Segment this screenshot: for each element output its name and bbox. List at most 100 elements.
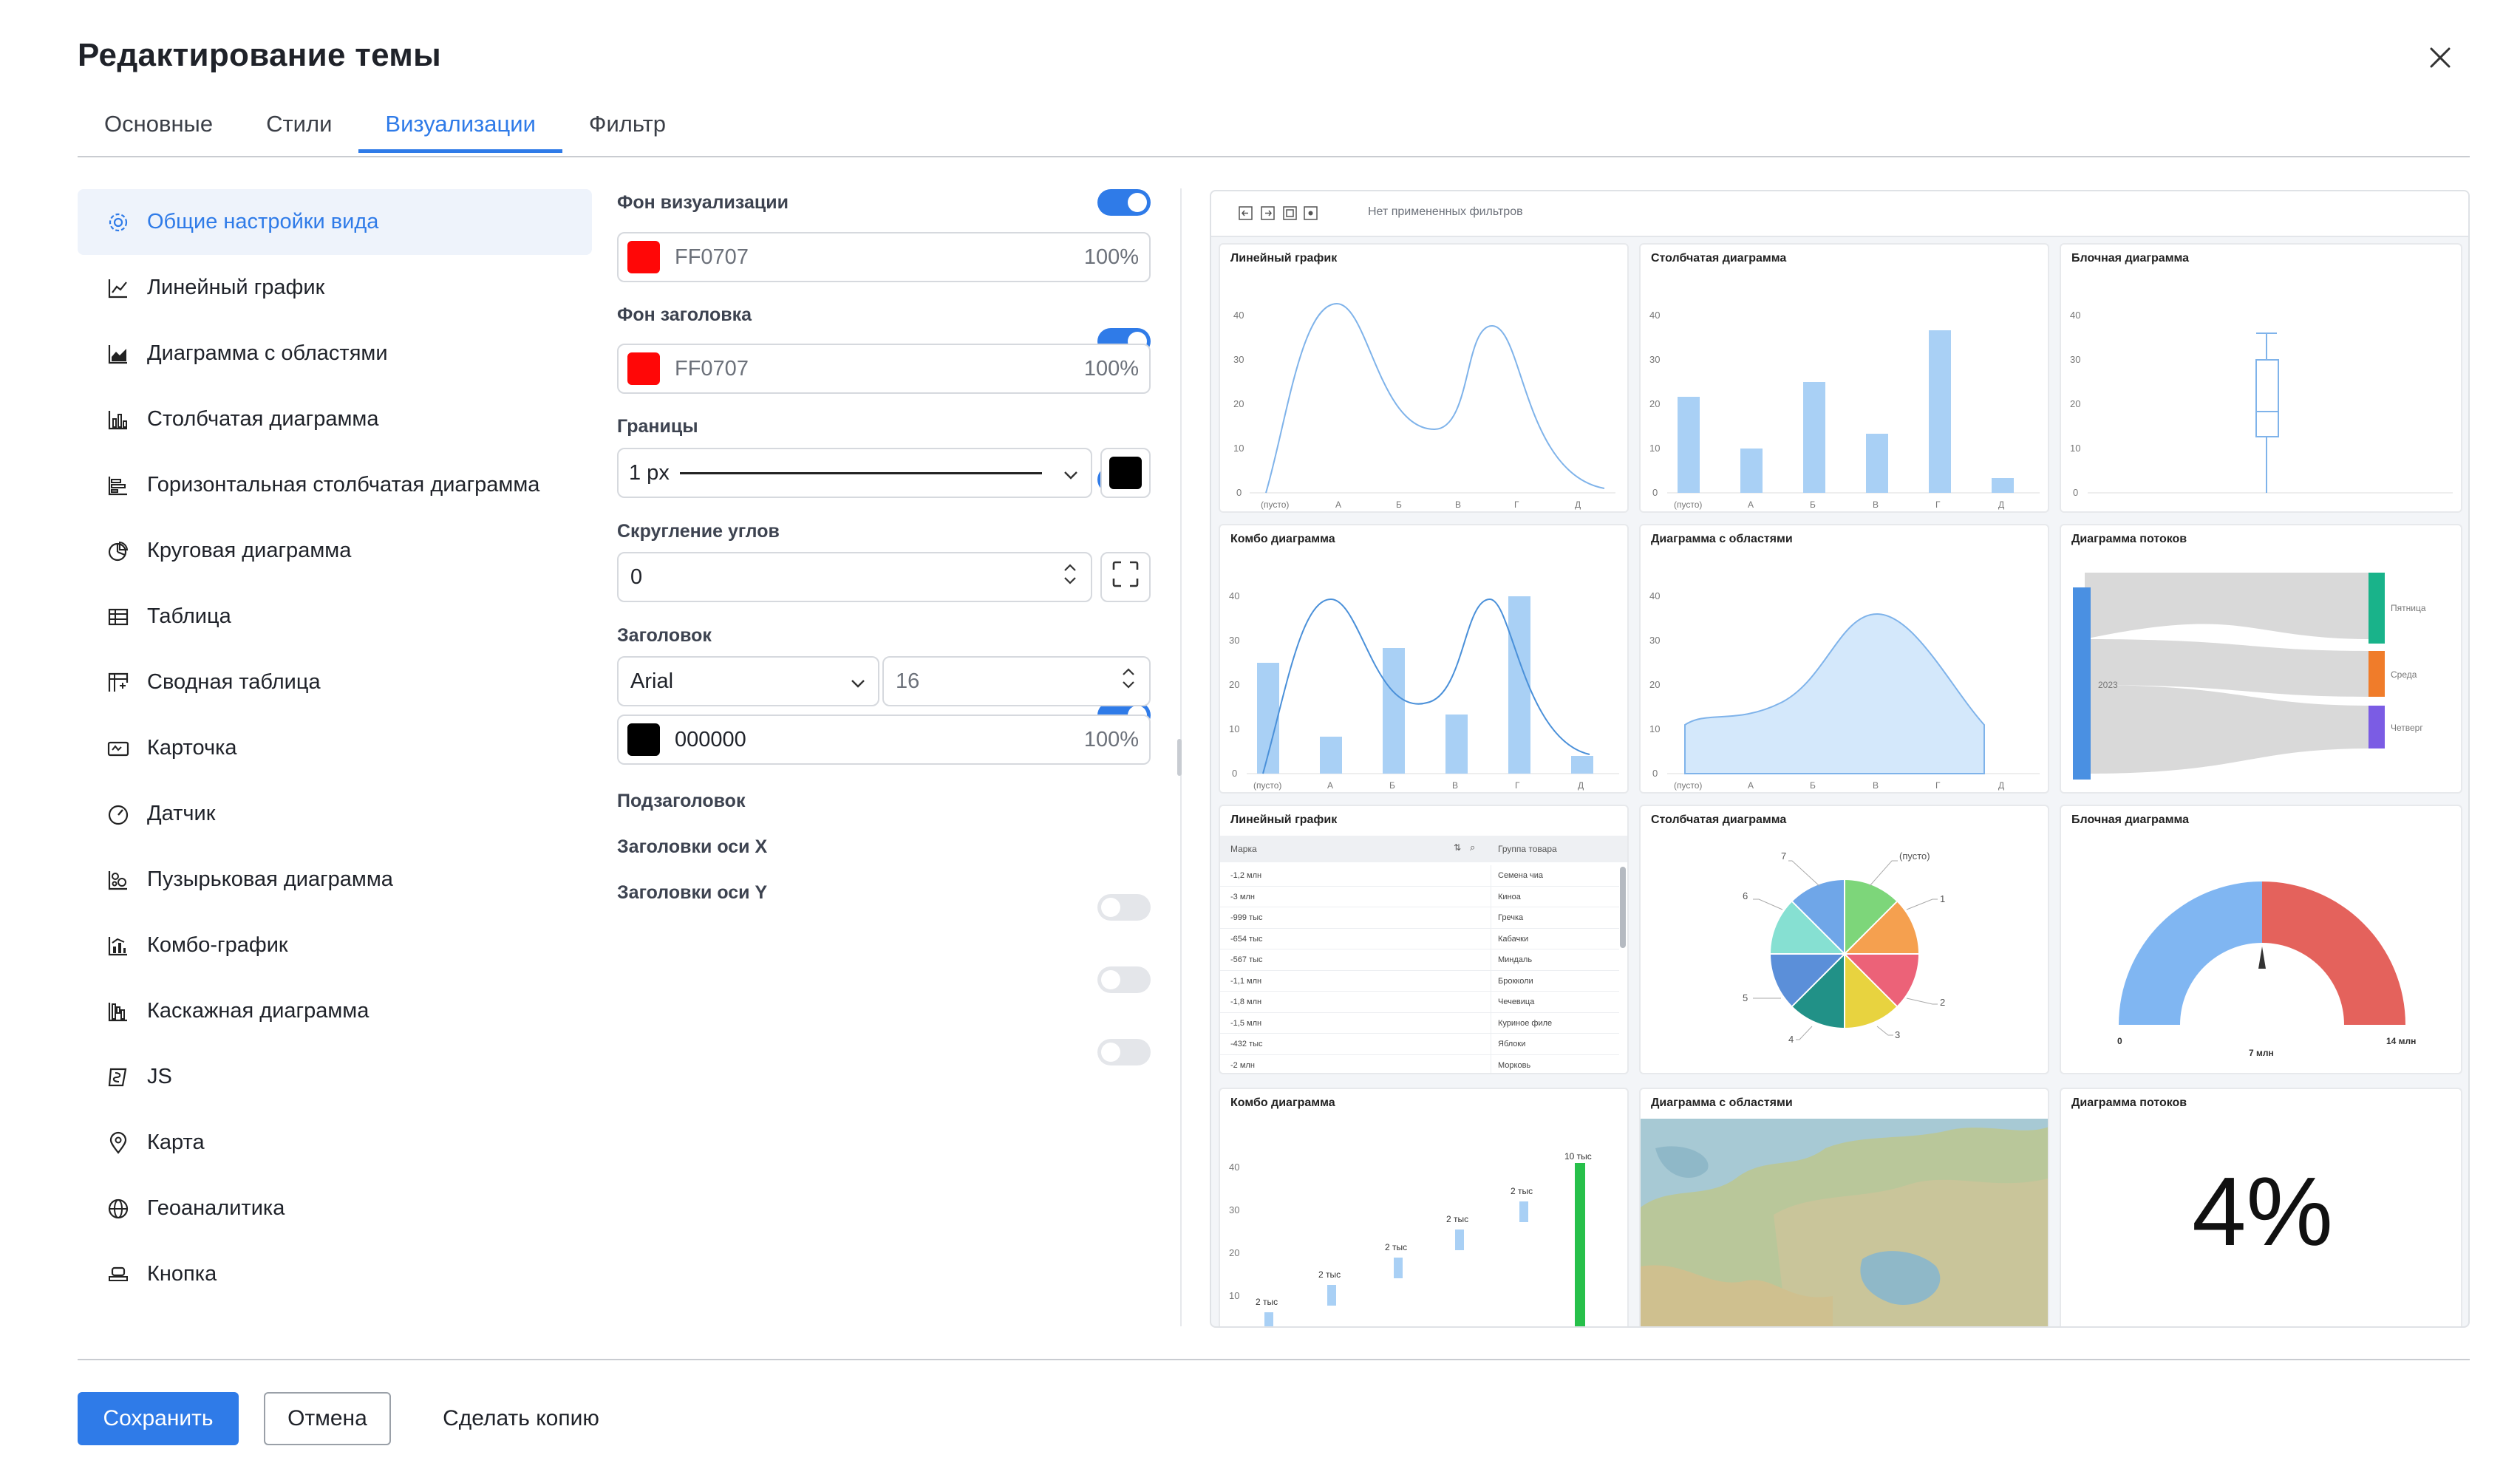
save-button[interactable]: Сохранить: [78, 1392, 239, 1445]
svg-text:40: 40: [1229, 590, 1239, 601]
tab-styles[interactable]: Стили: [266, 111, 333, 137]
y-axis-titles-toggle[interactable]: [1097, 1039, 1151, 1065]
tab-visualizations[interactable]: Визуализации: [358, 111, 562, 153]
header-bg-color-field[interactable]: FF0707 100%: [617, 344, 1151, 394]
tab-filter[interactable]: Фильтр: [588, 111, 667, 137]
preview-card-combo[interactable]: Комбо диаграмма 40 30 20 10 0 (пусто) А Б В Г Д: [1219, 524, 1629, 794]
sidebar-item-pie-chart[interactable]: Круговая диаграмма: [78, 518, 592, 584]
preview-card-sankey[interactable]: Диаграмма потоков 2023 Пятница Среда Чет…: [2060, 524, 2462, 794]
pie-chart: (пусто) 1 2 3 4 5 6 7: [1743, 850, 1945, 1045]
sidebar-item-waterfall[interactable]: Каскажная диаграмма: [78, 978, 592, 1044]
svg-text:В: В: [1873, 499, 1879, 510]
svg-text:А: А: [1748, 499, 1754, 510]
table-cell: -654 тыс: [1230, 934, 1263, 944]
font-family-value: Arial: [630, 669, 674, 693]
preview-card-table[interactable]: Линейный график Марка ⇅ ⌕ Группа товара …: [1219, 805, 1629, 1074]
close-icon[interactable]: [2425, 43, 2455, 72]
svg-text:40: 40: [2070, 310, 2080, 321]
corner-expand-button[interactable]: [1100, 552, 1151, 602]
border-color-field[interactable]: [1100, 448, 1151, 498]
bar-chart: 40 30 20 10 0 (пусто) А Б В Г Д: [1649, 310, 2040, 510]
sidebar-item-label: Сводная таблица: [147, 670, 321, 694]
stepper-icon[interactable]: [1120, 666, 1137, 697]
waterfall-chart: 40 30 20 10 2 тыс 2 тыс 2 тыс 2 тыс 2 тыс 1…: [1229, 1151, 1592, 1326]
waterfall-label: 2 тыс: [1385, 1242, 1407, 1252]
table-cell: -999 тыс: [1230, 913, 1263, 922]
sort-icon[interactable]: ⇅: [1454, 842, 1462, 853]
make-copy-button[interactable]: Сделать копию: [443, 1406, 599, 1430]
preview-card-boxplot[interactable]: Блочная диаграмма 40 30 20 10 0: [2060, 243, 2462, 513]
table-row: -3 млн Киноа: [1220, 886, 1619, 907]
sidebar-item-pivot-table[interactable]: Сводная таблица: [78, 649, 592, 715]
table-cell: -1,2 млн: [1230, 871, 1262, 880]
sidebar-item-gauge[interactable]: Датчик: [78, 781, 592, 847]
table-cell: Куриное филе: [1498, 1018, 1553, 1028]
preview-card-bar[interactable]: Столбчатая диаграмма 40 30 20 10 0 (пусто) А Б…: [1639, 243, 2049, 513]
preview-card-waterfall[interactable]: Комбо диаграмма 40 30 20 10 2 тыс 2 тыс 2 т…: [1219, 1088, 1629, 1326]
svg-text:(пусто): (пусто): [1261, 499, 1289, 510]
svg-text:Г: Г: [1515, 780, 1520, 791]
pie-label: 2: [1940, 997, 1945, 1008]
toolbar-icons[interactable]: [1238, 205, 1319, 222]
vis-bg-color-field[interactable]: FF0707 100%: [617, 232, 1151, 282]
title-color-value: 000000: [675, 727, 746, 751]
tab-basic[interactable]: Основные: [104, 111, 214, 137]
sidebar-item-hbar-chart[interactable]: Горизонтальная столбчатая диаграмма: [78, 452, 592, 518]
stepper-icon[interactable]: [1061, 562, 1079, 593]
sidebar-item-area-chart[interactable]: Диаграмма с областями: [78, 321, 592, 386]
vis-bg-swatch[interactable]: [627, 241, 660, 273]
radius-value: 0: [630, 565, 643, 589]
card-title: Линейный график: [1230, 252, 1338, 265]
svg-text:Б: Б: [1810, 499, 1816, 510]
sidebar-item-table[interactable]: Таблица: [78, 584, 592, 649]
table-row: -2 млн Морковь: [1220, 1054, 1619, 1073]
title-color-field[interactable]: 000000 100%: [617, 715, 1151, 765]
sidebar-item-card[interactable]: Карточка: [78, 715, 592, 781]
resize-handle[interactable]: [1177, 739, 1182, 776]
preview-card-map[interactable]: Диаграмма с областями: [1639, 1088, 2049, 1326]
sidebar-item-bubble-chart[interactable]: Пузырьковая диаграмма: [78, 847, 592, 913]
border-color-swatch[interactable]: [1109, 457, 1142, 489]
sidebar-item-button[interactable]: Кнопка: [78, 1241, 592, 1307]
preview-card-kpi[interactable]: Диаграмма потоков 4%: [2060, 1088, 2462, 1326]
header-bg-swatch[interactable]: [627, 352, 660, 385]
cancel-button[interactable]: Отмена: [264, 1392, 391, 1445]
search-icon[interactable]: ⌕: [1470, 842, 1476, 853]
card-title: Диаграмма потоков: [2071, 533, 2187, 545]
table-scrollbar[interactable]: [1620, 867, 1626, 948]
x-axis-titles-toggle[interactable]: [1097, 966, 1151, 993]
sidebar-item-line-chart[interactable]: Линейный график: [78, 255, 592, 321]
gauge-icon: [106, 802, 131, 827]
svg-text:Г: Г: [1514, 499, 1519, 510]
svg-text:20: 20: [1233, 398, 1244, 409]
preview-card-area[interactable]: Диаграмма с областями 40 30 20 10 0 (пусто) А…: [1639, 524, 2049, 794]
border-width-select[interactable]: 1 px: [617, 448, 1092, 498]
preview-card-line[interactable]: Линейный график 40 30 20 10 0 (пусто) А Б В Г Д: [1219, 243, 1629, 513]
sidebar-item-label: Кнопка: [147, 1262, 217, 1286]
title-color-swatch[interactable]: [627, 723, 660, 756]
preview-card-gauge[interactable]: Блочная диаграмма 0 7 млн 14 млн: [2060, 805, 2462, 1074]
subtitle-toggle[interactable]: [1097, 894, 1151, 921]
sidebar-item-map[interactable]: Карта: [78, 1110, 592, 1176]
font-family-select[interactable]: Arial: [617, 656, 879, 706]
vis-bg-toggle[interactable]: [1097, 189, 1151, 216]
sidebar-item-geoanalytics[interactable]: Геоаналитика: [78, 1176, 592, 1241]
gauge-value: 7 млн: [2249, 1048, 2274, 1058]
radius-input[interactable]: 0: [617, 552, 1092, 602]
preview-card-pie[interactable]: Столбчатая диаграмма (пусто) 1 2 3 4 5: [1639, 805, 2049, 1074]
sidebar-item-bar-chart[interactable]: Столбчатая диаграмма: [78, 386, 592, 452]
sidebar-item-js[interactable]: JS: [78, 1044, 592, 1110]
settings-panel: Фон визуализации FF0707 100% Фон заголов…: [617, 186, 1151, 1065]
svg-text:0: 0: [2073, 487, 2078, 498]
svg-text:40: 40: [1229, 1162, 1239, 1173]
vis-bg-label: Фон визуализации: [617, 192, 789, 213]
sidebar-item-combo-chart[interactable]: Комбо-график: [78, 913, 592, 978]
svg-text:Б: Б: [1810, 780, 1816, 791]
card-title: Блочная диаграмма: [2071, 814, 2190, 826]
sankey-target-label: Среда: [2391, 669, 2417, 680]
sidebar-item-general[interactable]: Общие настройки вида: [78, 189, 592, 255]
waterfall-chart-icon: [106, 999, 131, 1024]
table-cell: Миндаль: [1498, 955, 1533, 964]
waterfall-label: 10 тыс: [1564, 1151, 1592, 1162]
font-size-input[interactable]: 16: [882, 656, 1151, 706]
